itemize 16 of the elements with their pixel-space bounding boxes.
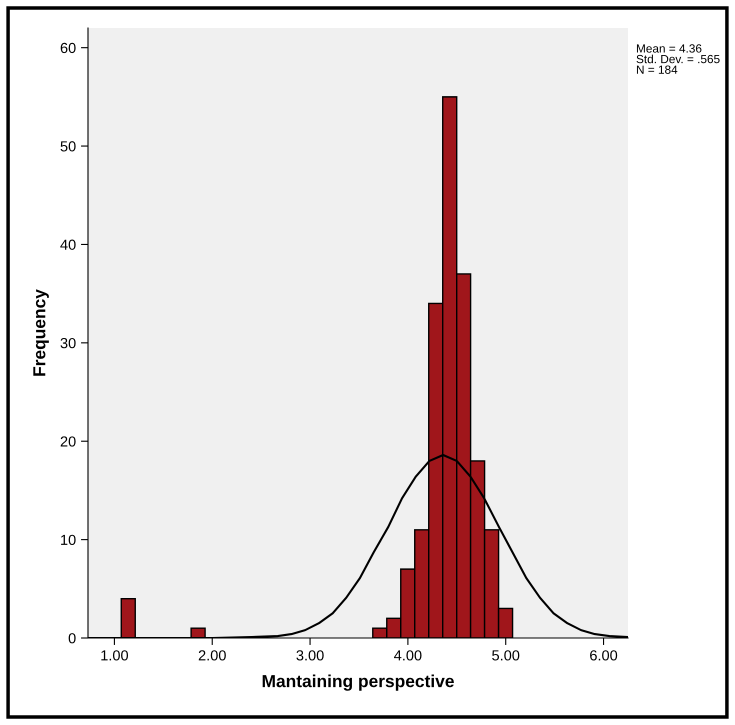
x-axis-title: Mantaining perspective <box>262 674 454 691</box>
x-tick-label: 4.00 <box>394 650 422 661</box>
y-axis-title: Frequency <box>33 289 49 376</box>
x-tick-label: 6.00 <box>590 650 618 661</box>
text: Mean = 4.36 Std. Dev. = .565 N = 184 <box>636 44 720 74</box>
y-tick-label: 60 <box>60 42 76 54</box>
y-tick-label: 20 <box>60 436 76 447</box>
x-tick-label: 5.00 <box>492 650 520 661</box>
x-tick-label: 1.00 <box>101 650 128 661</box>
x-tick-label: 2.00 <box>198 650 226 661</box>
x-tick-label: 3.00 <box>296 650 324 661</box>
y-tick-label: 10 <box>61 534 76 546</box>
y-tick-label: 40 <box>60 240 76 250</box>
y-tick-label: 0 <box>68 633 76 644</box>
y-tick-label: 30 <box>60 338 76 348</box>
y-tick-label: 50 <box>60 141 76 152</box>
